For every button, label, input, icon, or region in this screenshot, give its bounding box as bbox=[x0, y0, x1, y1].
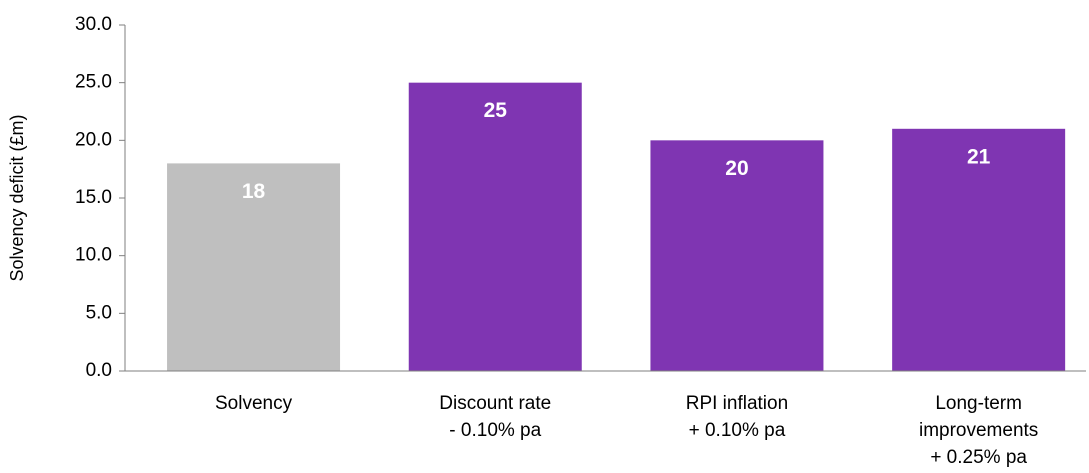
x-tick-label: Long-term improvements + 0.25% pa bbox=[919, 393, 1038, 468]
y-tick-label: 10.0 bbox=[75, 245, 112, 266]
y-tick-label: 30.0 bbox=[75, 14, 112, 35]
bar bbox=[892, 128, 1066, 371]
x-tick-label: Discount rate - 0.10% pa bbox=[439, 393, 551, 441]
y-tick-label: 25.0 bbox=[75, 72, 112, 93]
bar bbox=[408, 82, 582, 372]
bar bbox=[167, 163, 341, 371]
y-tick-label: 15.0 bbox=[75, 187, 112, 208]
bar bbox=[650, 140, 824, 371]
data-label: 25 bbox=[484, 99, 508, 122]
data-label: 18 bbox=[242, 180, 266, 203]
x-tick-label: Solvency bbox=[215, 393, 293, 414]
y-tick-label: 20.0 bbox=[75, 129, 112, 150]
y-tick-label: 5.0 bbox=[86, 302, 112, 323]
y-axis-label: Solvency deficit (£m) bbox=[7, 114, 27, 281]
data-label: 20 bbox=[725, 157, 748, 180]
y-tick-label: 0.0 bbox=[86, 360, 112, 381]
data-label: 21 bbox=[967, 145, 991, 168]
x-tick-label: RPI inflation + 0.10% pa bbox=[686, 393, 788, 441]
